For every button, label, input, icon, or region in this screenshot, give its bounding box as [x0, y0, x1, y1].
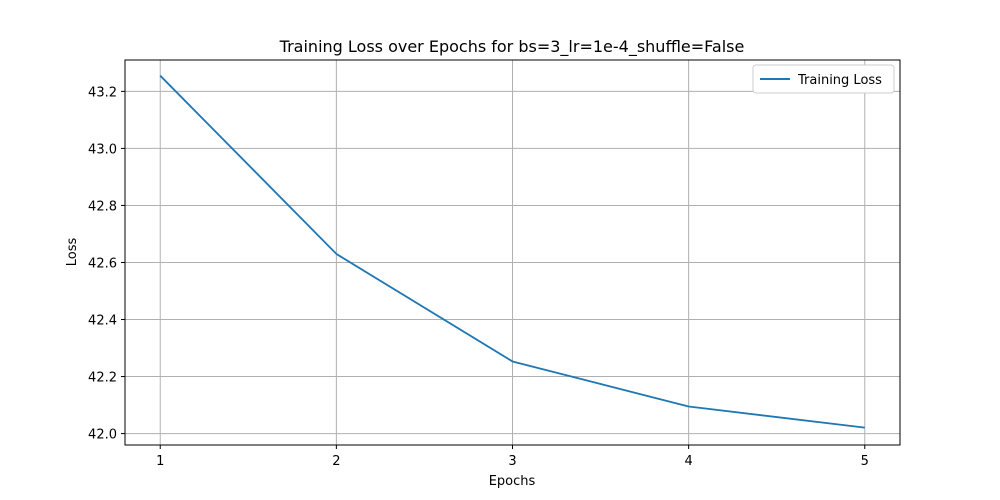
series-line-training-loss [159, 75, 865, 429]
legend-box [752, 64, 895, 94]
x-tick-label: 3 [508, 454, 516, 469]
x-tick-label: 2 [332, 454, 340, 469]
series-layer [159, 75, 865, 429]
legend-label: Training Loss [797, 73, 882, 88]
chart-title: Training Loss over Epochs for bs=3_lr=1e… [279, 37, 745, 57]
y-tick-label: 42.8 [88, 199, 117, 214]
x-tick-label: 4 [684, 454, 692, 469]
x-axis-label: Epochs [489, 474, 536, 489]
y-tick-label: 42.6 [88, 256, 117, 271]
x-ticks: 1 2 3 4 5 [156, 445, 869, 469]
y-tick-label: 42.0 [88, 428, 117, 443]
x-tick-label: 5 [861, 454, 869, 469]
y-tick-label: 42.2 [88, 371, 117, 386]
y-axis-label: Loss [65, 238, 80, 267]
grid [125, 60, 900, 445]
x-tick-label: 1 [156, 454, 164, 469]
y-tick-label: 43.0 [88, 142, 117, 157]
y-tick-label: 43.2 [88, 85, 117, 100]
y-tick-label: 42.4 [88, 314, 117, 329]
y-ticks: 42.0 42.2 42.4 42.6 42.8 43.0 43.2 [88, 85, 125, 443]
legend: Training Loss [752, 64, 895, 94]
